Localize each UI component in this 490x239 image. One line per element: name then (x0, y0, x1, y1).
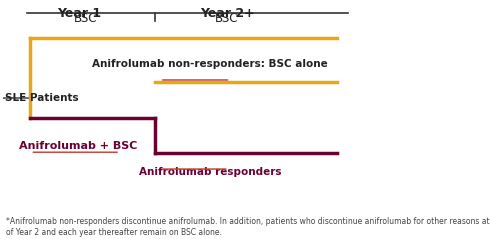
Text: *Anifrolumab non-responders discontinue anifrolumab. In addition, patients who d: *Anifrolumab non-responders discontinue … (6, 217, 490, 237)
Text: SLE Patients: SLE Patients (4, 93, 78, 103)
Text: Anifrolumab + BSC: Anifrolumab + BSC (20, 141, 138, 151)
Text: Anifrolumab responders: Anifrolumab responders (139, 167, 281, 177)
Text: BSC: BSC (74, 11, 98, 25)
Text: Anifrolumab non-responders: BSC alone: Anifrolumab non-responders: BSC alone (92, 59, 328, 69)
Text: Year 1: Year 1 (57, 7, 101, 20)
Text: Year 2+: Year 2+ (199, 7, 254, 20)
Text: BSC: BSC (215, 11, 239, 25)
